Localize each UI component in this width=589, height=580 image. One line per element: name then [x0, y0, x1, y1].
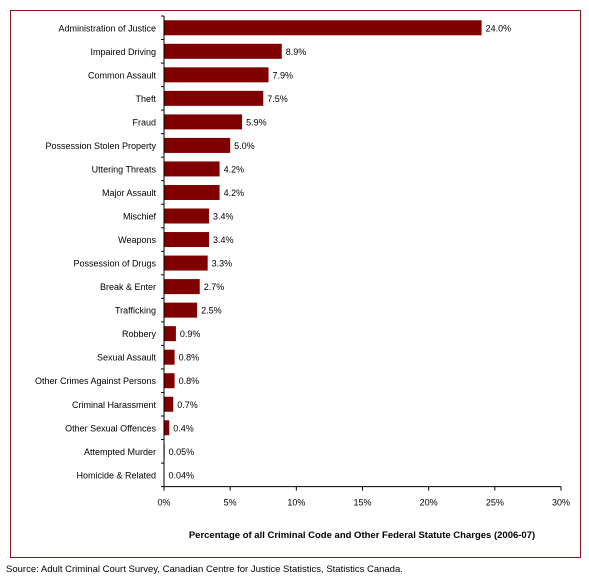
bar	[164, 43, 282, 59]
data-label: 2.7%	[204, 282, 225, 292]
bar	[164, 208, 209, 224]
bar	[164, 279, 200, 295]
category-label: Homicide & Related	[76, 470, 156, 480]
category-label: Trafficking	[115, 306, 156, 316]
data-label: 0.4%	[173, 423, 194, 433]
x-tick-label: 0%	[157, 498, 170, 508]
bar	[164, 67, 269, 83]
data-label: 0.04%	[169, 470, 195, 480]
chart-frame: Administration of Justice Impaired Drivin…	[10, 10, 581, 558]
x-axis-title: Percentage of all Criminal Code and Othe…	[189, 530, 535, 541]
category-label: Common Assault	[88, 70, 157, 80]
x-tick-label: 25%	[486, 498, 504, 508]
data-label: 0.7%	[177, 400, 198, 410]
category-label: Weapons	[118, 235, 156, 245]
category-label: Sexual Assault	[97, 353, 157, 363]
x-tick-label: 10%	[287, 498, 305, 508]
data-label: 4.2%	[224, 188, 245, 198]
bar	[164, 302, 198, 318]
bar	[164, 20, 482, 36]
category-label: Major Assault	[102, 188, 157, 198]
x-tick-label: 20%	[420, 498, 438, 508]
data-label: 5.0%	[234, 141, 255, 151]
bar	[164, 161, 220, 177]
bar	[164, 326, 176, 342]
category-label: Attempted Murder	[84, 447, 156, 457]
data-label: 7.9%	[273, 70, 294, 80]
bar	[164, 349, 175, 365]
data-label: 3.3%	[212, 259, 233, 269]
category-label: Uttering Threats	[92, 164, 157, 174]
category-label: Possession Stolen Property	[45, 141, 156, 151]
source-note: Source: Adult Criminal Court Survey, Can…	[6, 564, 403, 575]
bar	[164, 137, 231, 153]
data-label: 3.4%	[213, 235, 234, 245]
category-label: Impaired Driving	[90, 47, 156, 57]
data-label: 0.8%	[179, 376, 200, 386]
category-label: Break & Enter	[100, 282, 156, 292]
category-label: Robbery	[122, 329, 157, 339]
bar	[164, 114, 243, 130]
data-label: 2.5%	[201, 306, 222, 316]
data-label: 8.9%	[286, 47, 307, 57]
data-label: 4.2%	[224, 164, 245, 174]
category-label: Theft	[135, 94, 156, 104]
data-label: 3.4%	[213, 212, 234, 222]
data-label: 7.5%	[267, 94, 288, 104]
category-label: Criminal Harassment	[72, 400, 157, 410]
bar	[164, 184, 220, 200]
x-tick-label: 15%	[353, 498, 371, 508]
bar	[164, 90, 264, 106]
category-label: Administration of Justice	[58, 23, 156, 33]
bar	[164, 232, 209, 248]
category-label: Other Crimes Against Persons	[35, 376, 157, 386]
data-label: 0.05%	[169, 447, 195, 457]
bar	[164, 373, 175, 389]
data-label: 0.9%	[180, 329, 201, 339]
category-label: Other Sexual Offences	[65, 423, 156, 433]
data-label: 0.8%	[179, 353, 200, 363]
bar	[164, 396, 174, 412]
data-label: 5.9%	[246, 117, 267, 127]
x-tick-label: 30%	[552, 498, 570, 508]
bar	[164, 255, 208, 271]
data-label: 24.0%	[486, 23, 512, 33]
category-label: Possession of Drugs	[73, 259, 156, 269]
x-tick-label: 5%	[224, 498, 237, 508]
category-label: Fraud	[132, 117, 156, 127]
bar	[164, 420, 170, 436]
bar-chart: Administration of Justice Impaired Drivin…	[35, 15, 570, 541]
category-label: Mischief	[123, 212, 157, 222]
